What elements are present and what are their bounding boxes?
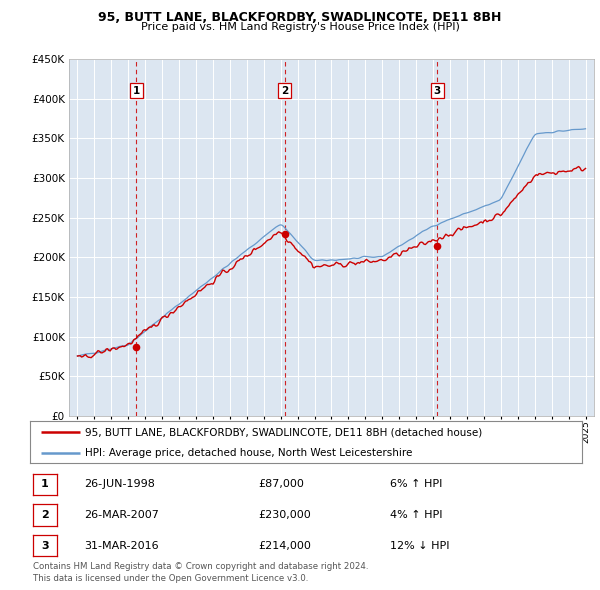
Text: Price paid vs. HM Land Registry's House Price Index (HPI): Price paid vs. HM Land Registry's House … (140, 22, 460, 32)
Text: 4% ↑ HPI: 4% ↑ HPI (390, 510, 443, 520)
Text: 1: 1 (133, 86, 140, 96)
Text: 95, BUTT LANE, BLACKFORDBY, SWADLINCOTE, DE11 8BH: 95, BUTT LANE, BLACKFORDBY, SWADLINCOTE,… (98, 11, 502, 24)
Text: This data is licensed under the Open Government Licence v3.0.: This data is licensed under the Open Gov… (33, 574, 308, 583)
Text: 3: 3 (434, 86, 441, 96)
Text: £214,000: £214,000 (258, 541, 311, 550)
Text: 2: 2 (281, 86, 288, 96)
Text: 6% ↑ HPI: 6% ↑ HPI (390, 480, 442, 489)
Text: £230,000: £230,000 (258, 510, 311, 520)
Text: HPI: Average price, detached house, North West Leicestershire: HPI: Average price, detached house, Nort… (85, 448, 413, 457)
Text: 31-MAR-2016: 31-MAR-2016 (84, 541, 158, 550)
Text: 12% ↓ HPI: 12% ↓ HPI (390, 541, 449, 550)
Text: 26-MAR-2007: 26-MAR-2007 (84, 510, 159, 520)
Text: 2: 2 (41, 510, 49, 520)
Text: 3: 3 (41, 541, 49, 550)
Text: £87,000: £87,000 (258, 480, 304, 489)
Text: 26-JUN-1998: 26-JUN-1998 (84, 480, 155, 489)
Text: Contains HM Land Registry data © Crown copyright and database right 2024.: Contains HM Land Registry data © Crown c… (33, 562, 368, 571)
Text: 1: 1 (41, 480, 49, 489)
Text: 95, BUTT LANE, BLACKFORDBY, SWADLINCOTE, DE11 8BH (detached house): 95, BUTT LANE, BLACKFORDBY, SWADLINCOTE,… (85, 427, 482, 437)
